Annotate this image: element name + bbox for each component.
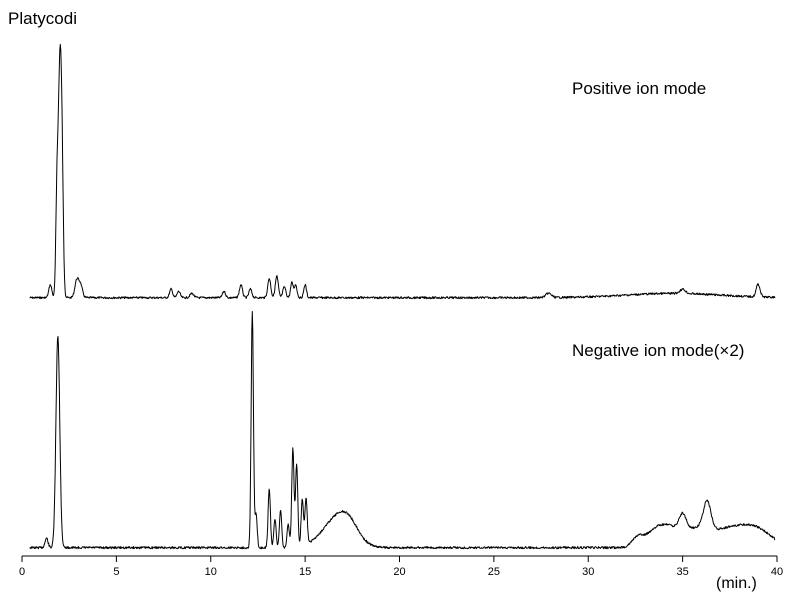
x-tick-label: 20	[393, 566, 405, 578]
x-tick-label: 5	[113, 566, 119, 578]
chart-title: Platycodi	[8, 9, 77, 28]
negative-ion-trace	[29, 311, 776, 550]
legend-negative-ion-mode: Negative ion mode(×2)	[572, 341, 744, 360]
legend-positive-ion-mode: Positive ion mode	[572, 79, 706, 98]
x-tick-label: 0	[19, 566, 25, 578]
positive-ion-trace	[29, 43, 776, 300]
x-axis-label: (min.)	[716, 575, 757, 592]
x-tick-label: 25	[488, 566, 500, 578]
x-tick-label: 10	[205, 566, 217, 578]
x-tick-label: 35	[677, 566, 689, 578]
x-axis-ticks: 0 5 10 15 20 25 30 35 40	[19, 556, 783, 578]
x-tick-label: 15	[299, 566, 311, 578]
x-tick-label: 40	[771, 566, 783, 578]
x-tick-label: 30	[582, 566, 594, 578]
